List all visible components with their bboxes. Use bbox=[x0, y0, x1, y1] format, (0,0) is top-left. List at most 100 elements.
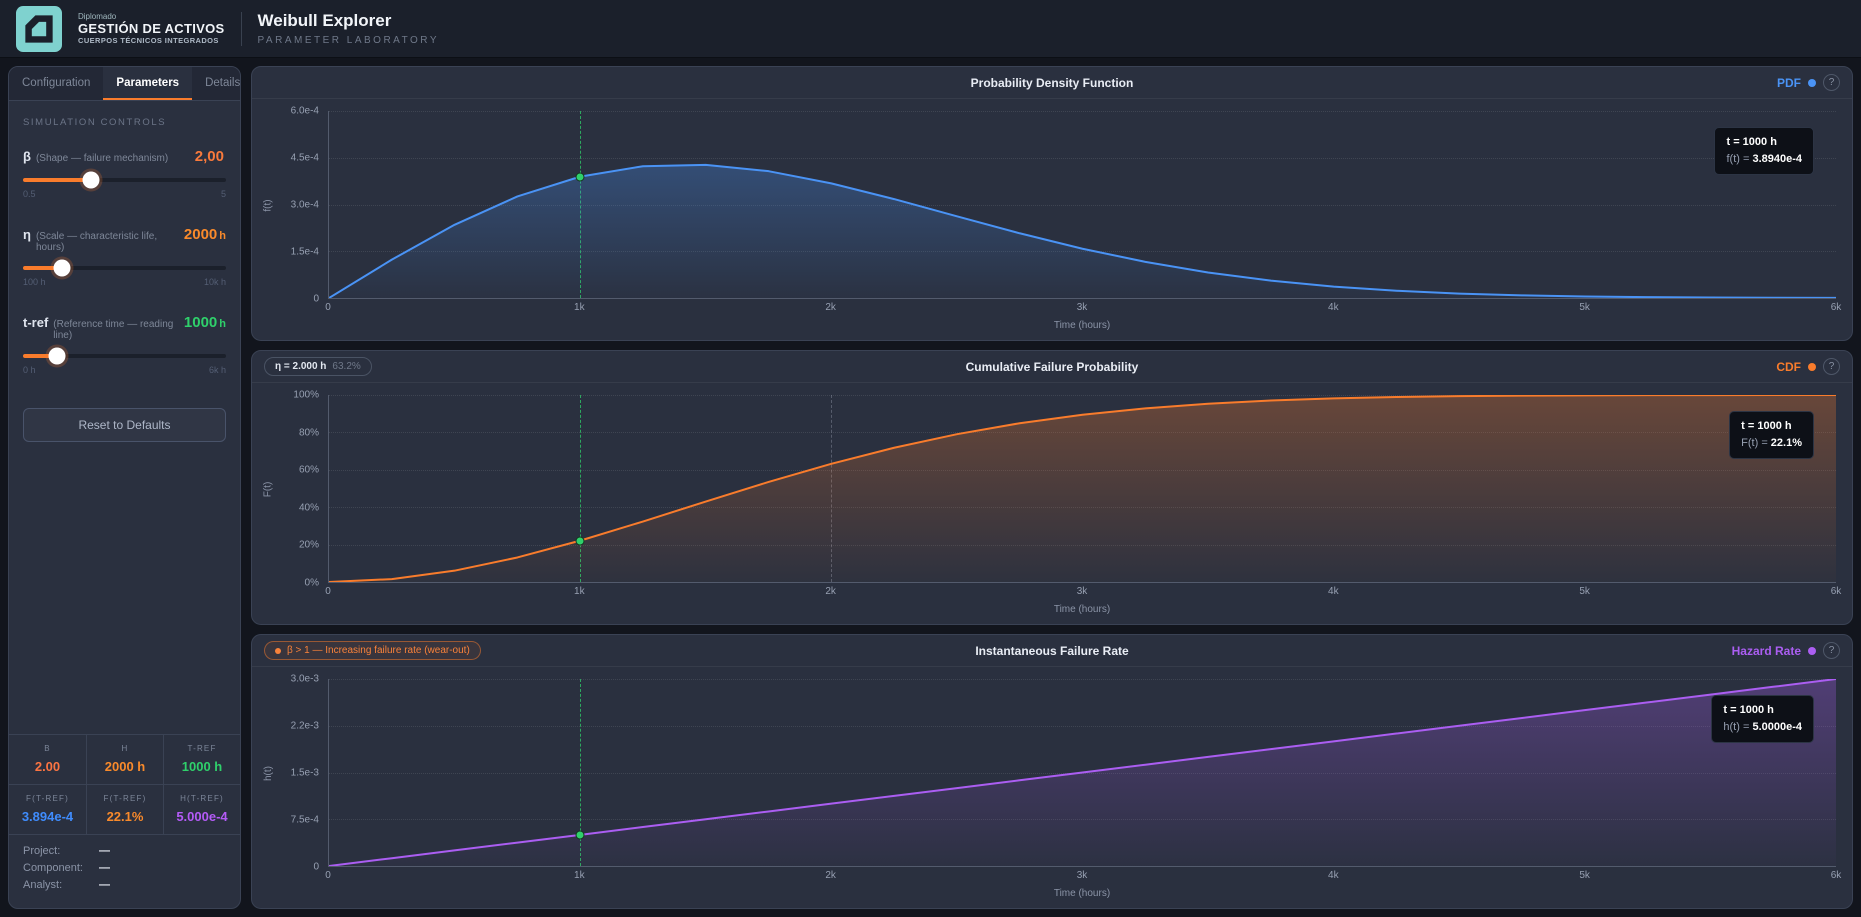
slider-fill bbox=[23, 266, 62, 270]
accent-dot-icon bbox=[1808, 646, 1816, 655]
gridline bbox=[329, 725, 1836, 727]
chart-card-3: Instantaneous Failure Rate β > 1 — Increa… bbox=[251, 634, 1853, 909]
y-tick-label: 0% bbox=[304, 577, 319, 589]
tooltip-value-number: 5.0000e-4 bbox=[1752, 721, 1802, 734]
y-axis-title-text: f(t) bbox=[262, 198, 274, 212]
slider-thumb-tref[interactable] bbox=[48, 347, 66, 365]
app-header: Diplomado GESTIÓN DE ACTIVOS CUERPOS TÉC… bbox=[0, 0, 1861, 58]
tooltip-time: t = 1000 h bbox=[1726, 136, 1777, 148]
accent-dot-icon bbox=[1808, 362, 1816, 371]
x-tick-label: 3k bbox=[1076, 586, 1088, 597]
chart-header-controls: CDF? bbox=[1776, 358, 1840, 375]
chart-title: Probability Density Function bbox=[970, 75, 1134, 90]
brand-logo-icon bbox=[16, 5, 62, 52]
t-ref-line bbox=[580, 395, 582, 582]
slider-track-beta[interactable] bbox=[23, 171, 226, 189]
slider-min-tref: 0 h bbox=[23, 365, 36, 375]
y-axis-title-text: F(t) bbox=[262, 481, 274, 497]
sidebar-spacer bbox=[23, 442, 226, 724]
tooltip-value-number: 22.1% bbox=[1770, 437, 1802, 450]
x-axis-ticks: 0 1k 2k 3k 4k 5k 6k bbox=[325, 586, 1841, 602]
chart-title: Cumulative Failure Probability bbox=[965, 359, 1139, 374]
header-divider bbox=[240, 11, 242, 46]
badge-text-dim: 63.2% bbox=[332, 361, 361, 372]
tooltip-value-label: f(t) = bbox=[1726, 153, 1753, 166]
chart-badge: η = 2.000 h 63.2% bbox=[264, 357, 372, 376]
x-tick-label: 3k bbox=[1076, 302, 1088, 313]
y-axis-ticks: 0 1.5e-4 3.0e-4 4.5e-4 6.0e-4 bbox=[276, 106, 328, 305]
help-icon[interactable]: ? bbox=[1823, 642, 1840, 659]
meta-row-component: Component: — bbox=[23, 862, 110, 874]
chart-type-label: CDF bbox=[1776, 359, 1801, 374]
y-tick-label: 20% bbox=[298, 539, 319, 551]
y-axis-ticks: 0% 20% 40% 60% 80% 100% bbox=[276, 390, 328, 589]
stat-eta: Η 2000 h bbox=[86, 735, 163, 784]
plot-area[interactable]: t = 1000 h F(t) = 22.1% bbox=[328, 395, 1836, 583]
y-tick-label: 3.0e-4 bbox=[290, 199, 319, 211]
gridline bbox=[329, 204, 1836, 206]
badge-text: β > 1 — Increasing failure rate (wear-ou… bbox=[287, 645, 470, 656]
chart-type-label: PDF bbox=[1777, 75, 1801, 90]
x-tick-label: 4k bbox=[1328, 870, 1339, 881]
slider-track-tref[interactable] bbox=[23, 347, 226, 365]
main-layout: Configuration Parameters Details SIMULAT… bbox=[0, 58, 1861, 917]
chart-header: Instantaneous Failure Rate β > 1 — Increa… bbox=[252, 635, 1852, 667]
stats-grid: Β 2.00 Η 2000 h T-REF 1000 h F(T-REF) 3.… bbox=[9, 734, 240, 834]
slider-value-beta: 2,00 bbox=[194, 148, 224, 165]
x-tick-label: 2k bbox=[825, 870, 836, 881]
slider-fill bbox=[23, 354, 57, 358]
tooltip-value-number: 3.8940e-4 bbox=[1752, 153, 1802, 166]
x-axis-title: Time (hours) bbox=[1053, 320, 1111, 331]
slider-min-beta: 0.5 bbox=[23, 189, 36, 199]
accent-dot-icon bbox=[1808, 78, 1816, 87]
tooltip-time: t = 1000 h bbox=[1723, 704, 1774, 716]
brand-line3: CUERPOS TÉCNICOS INTEGRADOS bbox=[78, 36, 219, 45]
t-ref-marker bbox=[575, 830, 585, 840]
y-axis-ticks: 0 7.5e-4 1.5e-3 2.2e-3 3.0e-3 bbox=[276, 674, 328, 873]
help-icon[interactable]: ? bbox=[1823, 74, 1840, 91]
slider-thumb-eta[interactable] bbox=[53, 259, 71, 277]
x-tick-label: 0 bbox=[325, 302, 331, 313]
sidebar: Configuration Parameters Details SIMULAT… bbox=[8, 66, 241, 909]
slider-track-eta[interactable] bbox=[23, 259, 226, 277]
meta-row-project: Project: — bbox=[23, 845, 110, 857]
slider-group-eta: η (Scale — characteristic life, hours) 2… bbox=[23, 226, 226, 287]
y-tick-label: 60% bbox=[298, 464, 319, 476]
y-axis-title: F(t) bbox=[260, 395, 276, 583]
tooltip-time: t = 1000 h bbox=[1741, 420, 1792, 432]
tab-details[interactable]: Details bbox=[205, 77, 241, 89]
slider-max-beta: 5 bbox=[220, 189, 226, 199]
chart-tooltip: t = 1000 h h(t) = 5.0000e-4 bbox=[1711, 695, 1814, 744]
plot-row: h(t) 0 7.5e-4 1.5e-3 2.2e-3 3.0e-3 t = 1000 h h… bbox=[260, 674, 1836, 873]
curve-pdf bbox=[329, 111, 1836, 298]
slider-symbol-beta: β bbox=[23, 149, 31, 164]
plot-area[interactable]: t = 1000 h f(t) = 3.8940e-4 bbox=[328, 111, 1836, 299]
chart-header-controls: Hazard Rate? bbox=[1732, 642, 1840, 659]
help-icon[interactable]: ? bbox=[1823, 358, 1840, 375]
charts-column: Probability Density Function PDF? f(t) 0 1.5… bbox=[251, 66, 1853, 909]
plot-area[interactable]: t = 1000 h h(t) = 5.0000e-4 bbox=[328, 679, 1836, 867]
stat-beta: Β 2.00 bbox=[34, 744, 61, 774]
slider-thumb-beta[interactable] bbox=[82, 171, 100, 189]
x-axis-ticks: 0 1k 2k 3k 4k 5k 6k bbox=[325, 302, 1841, 318]
chart-header-controls: PDF? bbox=[1777, 74, 1840, 91]
gridline bbox=[329, 679, 1836, 680]
reset-defaults-button[interactable]: Reset to Defaults bbox=[23, 408, 226, 442]
x-axis-title: Time (hours) bbox=[1053, 888, 1111, 899]
tab-parameters[interactable]: Parameters bbox=[103, 67, 193, 100]
section-title: SIMULATION CONTROLS bbox=[23, 117, 167, 128]
x-tick-label: 0 bbox=[325, 870, 331, 881]
y-tick-label: 2.2e-3 bbox=[290, 720, 319, 732]
gridline bbox=[329, 157, 1836, 159]
badge-dot-icon bbox=[275, 647, 281, 654]
y-tick-label: 0 bbox=[313, 293, 319, 305]
tab-configuration[interactable]: Configuration bbox=[22, 77, 91, 89]
tooltip-value: f(t) = 3.8940e-4 bbox=[1726, 151, 1802, 168]
page-title: Weibull Explorer bbox=[257, 11, 392, 30]
meta-section: Project: — Component: — Analyst: — bbox=[9, 834, 240, 908]
y-tick-label: 0 bbox=[313, 861, 319, 873]
chart-card-2: Cumulative Failure Probability η = 2.000 … bbox=[251, 350, 1853, 625]
x-tick-label: 2k bbox=[825, 302, 836, 313]
slider-min-eta: 100 h bbox=[23, 277, 46, 287]
plot-row: F(t) 0% 20% 40% 60% 80% 100% t = 1000 h F(t) = 2… bbox=[260, 390, 1836, 589]
